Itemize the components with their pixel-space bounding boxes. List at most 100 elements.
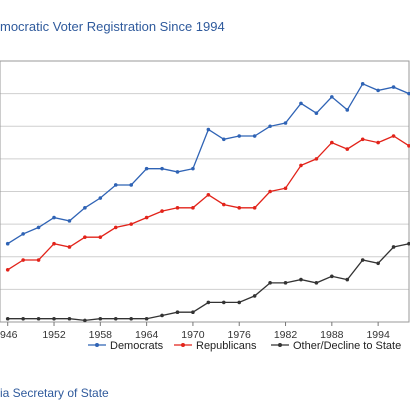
data-point	[206, 192, 211, 197]
x-tick-label: 1988	[320, 329, 344, 341]
data-point	[36, 316, 41, 321]
data-point	[113, 316, 118, 321]
legend-label: Other/Decline to State	[293, 340, 401, 352]
data-point	[360, 137, 365, 142]
legend-label: Democrats	[110, 340, 164, 352]
data-point	[67, 245, 72, 249]
data-point	[314, 157, 319, 161]
data-point	[299, 163, 303, 168]
data-point	[129, 316, 133, 321]
data-point	[206, 300, 211, 305]
data-point	[36, 258, 41, 262]
data-point	[391, 134, 396, 138]
data-point	[191, 310, 195, 315]
data-point	[314, 111, 319, 115]
x-tick-label: 1964	[135, 329, 159, 341]
series-lines	[5, 82, 410, 323]
chart-title: mocratic Voter Registration Since 1994	[0, 19, 225, 34]
data-point	[160, 313, 164, 318]
data-point	[191, 206, 195, 210]
data-point	[268, 189, 272, 194]
data-point	[5, 241, 10, 246]
data-point	[283, 121, 288, 125]
data-point	[314, 281, 319, 285]
data-point	[268, 281, 272, 285]
data-point	[160, 209, 164, 213]
data-point	[21, 258, 25, 262]
data-point	[283, 281, 288, 285]
x-axis-ticks: 946 1952 1958 1964 1970 1976 1982 1988 1994	[0, 322, 390, 341]
series-line	[7, 135, 410, 271]
data-point	[67, 219, 72, 223]
data-point	[83, 318, 87, 323]
data-point	[299, 101, 303, 106]
data-point	[21, 316, 25, 321]
data-point	[407, 144, 410, 148]
data-point	[98, 316, 103, 321]
data-point	[36, 225, 41, 230]
data-point	[407, 241, 410, 246]
data-point	[221, 300, 226, 305]
legend-label: Republicans	[196, 340, 257, 352]
x-tick-label: 1994	[366, 329, 390, 341]
data-point	[221, 137, 226, 142]
data-point	[376, 88, 380, 93]
data-point	[144, 316, 149, 321]
legend: Democrats Republicans Other/Decline to Sta…	[88, 340, 401, 352]
data-point	[83, 206, 87, 210]
x-tick-label: 1958	[89, 329, 113, 341]
data-point	[376, 261, 380, 266]
gridlines	[0, 93, 409, 290]
data-point	[330, 274, 334, 279]
data-point	[345, 277, 350, 282]
x-tick-label: 1970	[181, 329, 205, 341]
data-point	[83, 235, 87, 239]
data-point	[98, 196, 103, 200]
data-point	[252, 294, 257, 298]
data-point	[52, 215, 56, 220]
legend-marker	[95, 343, 99, 347]
data-point	[268, 124, 272, 129]
data-point	[129, 183, 133, 187]
data-point	[175, 170, 180, 174]
x-tick-label: 1982	[274, 329, 298, 341]
data-point	[237, 134, 242, 138]
data-point	[299, 277, 303, 282]
data-point	[283, 186, 288, 191]
data-point	[252, 134, 257, 138]
data-point	[345, 108, 350, 112]
legend-marker	[278, 343, 282, 347]
data-point	[129, 222, 133, 226]
data-point	[330, 140, 334, 145]
series-line	[7, 82, 410, 245]
data-point	[144, 215, 149, 220]
data-point	[376, 140, 380, 145]
x-tick-label: 946	[0, 329, 18, 341]
series-line	[7, 243, 410, 322]
data-point	[360, 82, 365, 86]
data-point	[330, 95, 334, 99]
source-note: ia Secretary of State	[0, 386, 109, 400]
data-point	[175, 206, 180, 210]
data-point	[160, 166, 164, 171]
data-point	[391, 85, 396, 89]
data-point	[67, 316, 72, 321]
data-point	[191, 166, 195, 171]
data-point	[52, 241, 56, 246]
data-point	[52, 316, 56, 321]
data-point	[113, 225, 118, 230]
data-point	[407, 91, 410, 96]
plot-frame	[0, 60, 410, 323]
data-point	[5, 268, 10, 272]
data-point	[360, 258, 365, 262]
data-point	[345, 147, 350, 151]
data-point	[144, 166, 149, 171]
legend-marker	[181, 343, 185, 347]
data-point	[391, 245, 396, 249]
data-point	[113, 183, 118, 187]
data-point	[237, 300, 242, 305]
data-point	[175, 310, 180, 315]
data-point	[98, 235, 103, 239]
data-point	[5, 316, 10, 321]
